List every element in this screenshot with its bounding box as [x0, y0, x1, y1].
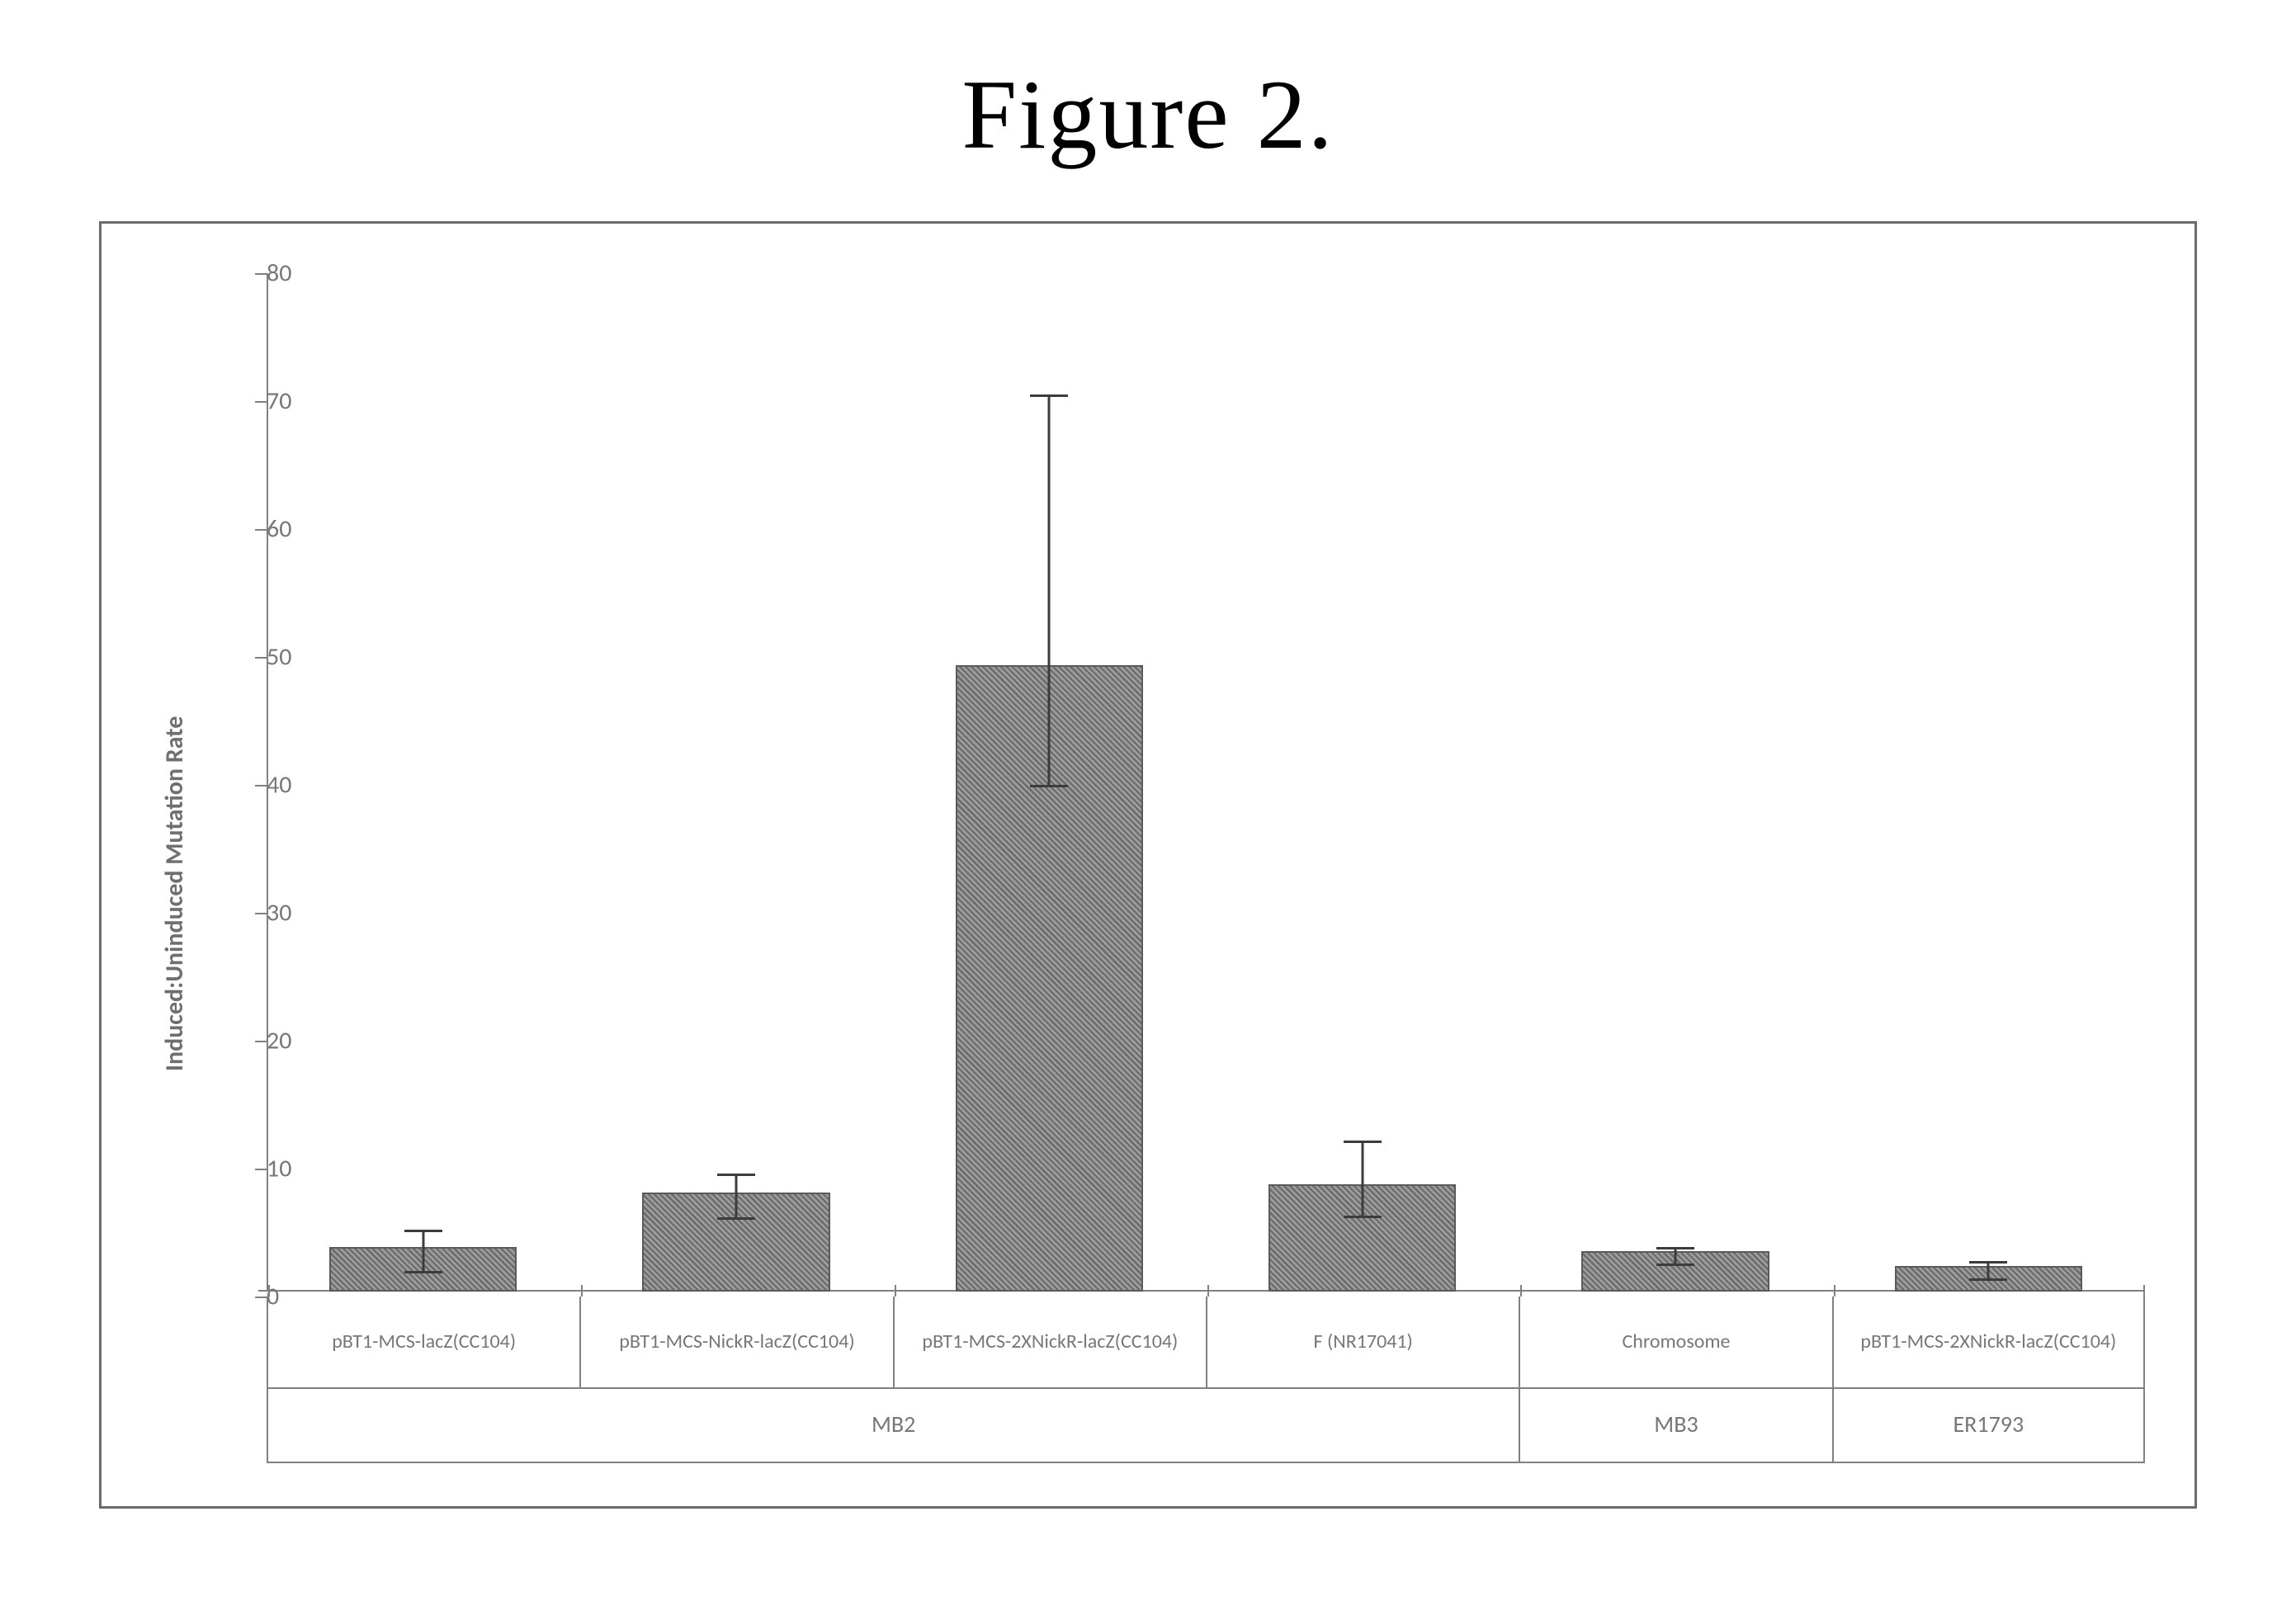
x-category-label: pBT1-MCS-NickR-lacZ(CC104) [614, 1331, 859, 1353]
x-category-label: pBT1-MCS-2XNickR-lacZ(CC104) [1855, 1331, 2121, 1353]
y-tick [255, 273, 267, 275]
chart-frame: 01020304050607080 Induced:Uninduced Muta… [99, 221, 2197, 1509]
x-group-cell: ER1793 [1832, 1387, 2145, 1462]
error-bar [1361, 1141, 1363, 1216]
y-axis-title: Induced:Uninduced Mutation Rate [159, 716, 190, 1071]
bar-slot [1832, 273, 2145, 1292]
bar-slot [1519, 273, 1831, 1292]
x-category-row: pBT1-MCS-lacZ(CC104) pBT1-MCS-NickR-lacZ(… [267, 1297, 2145, 1387]
x-tick [1834, 1285, 1835, 1297]
bars-region [267, 273, 2145, 1292]
error-cap-top [1656, 1247, 1694, 1249]
error-cap-bottom [1030, 785, 1068, 787]
error-cap-top [1969, 1261, 2007, 1264]
y-tick [255, 913, 267, 914]
error-cap-top [717, 1174, 755, 1176]
x-category-cell: F (NR17041) [1206, 1297, 1519, 1387]
y-tick [255, 1041, 267, 1042]
x-category-label: pBT1-MCS-2XNickR-lacZ(CC104) [917, 1331, 1183, 1353]
y-tick [255, 529, 267, 531]
x-category-label: Chromosome [1617, 1331, 1735, 1353]
plot-area: 01020304050607080 [267, 273, 2145, 1292]
error-bar [735, 1174, 737, 1217]
x-group-label: MB2 [867, 1412, 920, 1438]
x-tick [1207, 1285, 1209, 1297]
x-category-cell: Chromosome [1519, 1297, 1831, 1387]
x-category-cell: pBT1-MCS-lacZ(CC104) [267, 1297, 579, 1387]
error-cap-bottom [1344, 1216, 1382, 1218]
x-category-cell: pBT1-MCS-2XNickR-lacZ(CC104) [1832, 1297, 2145, 1387]
x-category-cell: pBT1-MCS-NickR-lacZ(CC104) [579, 1297, 892, 1387]
x-tick [2143, 1285, 2145, 1297]
y-tick [255, 1297, 267, 1298]
error-cap-bottom [404, 1271, 442, 1273]
bar-slot [267, 273, 579, 1292]
x-group-cell: MB2 [267, 1387, 1519, 1462]
y-tick [255, 657, 267, 659]
error-cap-top [1030, 394, 1068, 397]
error-bar [1987, 1261, 1990, 1279]
x-tick [895, 1285, 896, 1297]
x-group-label: MB3 [1649, 1412, 1703, 1438]
error-cap-bottom [1656, 1264, 1694, 1266]
x-category-cell: pBT1-MCS-2XNickR-lacZ(CC104) [893, 1297, 1206, 1387]
x-group-row-divider [267, 1462, 2145, 1463]
x-group-row: MB2 MB3 ER1793 [267, 1387, 2145, 1462]
bar-slot [893, 273, 1206, 1292]
figure-title: Figure 2. [0, 58, 2296, 172]
x-category-label: pBT1-MCS-lacZ(CC104) [327, 1331, 521, 1353]
error-bar [1674, 1247, 1676, 1264]
x-tick [581, 1285, 583, 1297]
x-tick [1520, 1285, 1522, 1297]
error-cap-bottom [717, 1217, 755, 1220]
bar-slot [579, 273, 892, 1292]
x-category-label: F (NR17041) [1308, 1331, 1417, 1353]
error-cap-top [404, 1230, 442, 1232]
y-tick [255, 401, 267, 403]
y-tick [255, 1169, 267, 1170]
bar-slot [1206, 273, 1519, 1292]
x-group-label: ER1793 [1949, 1412, 2029, 1438]
error-bar [1048, 394, 1051, 785]
error-cap-top [1344, 1141, 1382, 1143]
y-tick [255, 785, 267, 786]
error-bar [422, 1230, 424, 1271]
error-cap-bottom [1969, 1278, 2007, 1281]
x-tick [268, 1285, 270, 1297]
x-group-cell: MB3 [1519, 1387, 1831, 1462]
